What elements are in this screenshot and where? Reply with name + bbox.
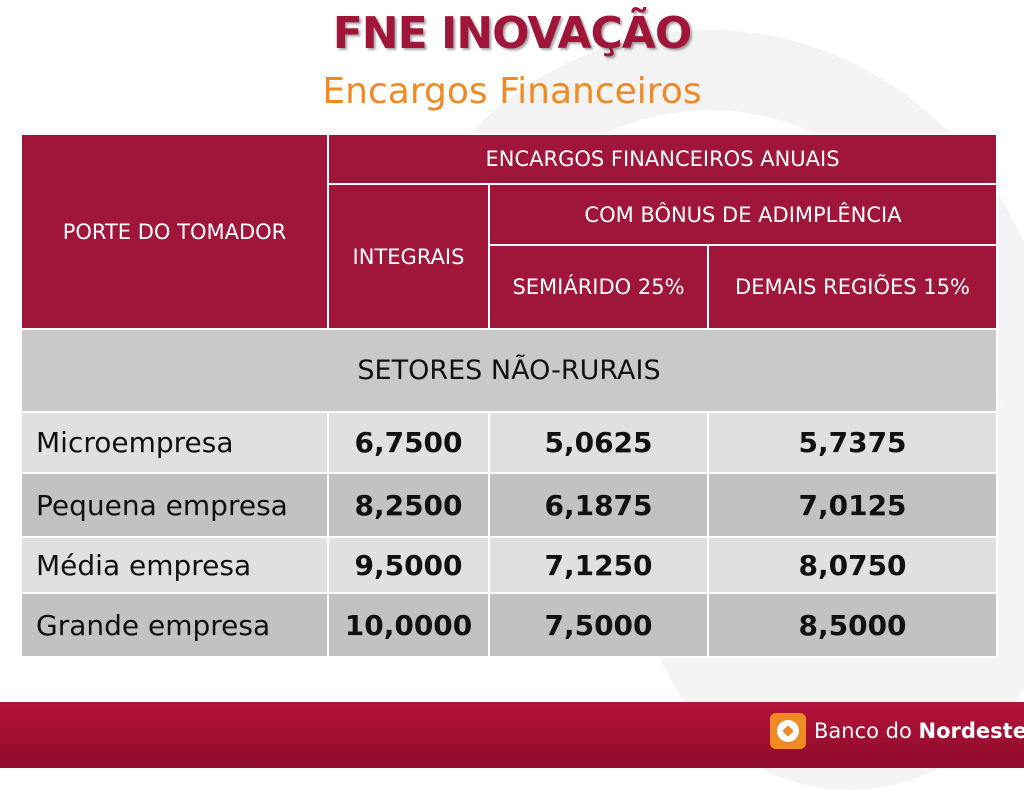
cell-semiarido: 5,0625 [488,411,709,474]
cell-demais: 8,5000 [706,592,999,658]
cell-integrais: 10,0000 [327,592,490,658]
cell-integrais: 6,7500 [327,411,490,474]
table-row: Grande empresa 10,0000 7,5000 8,5000 [20,592,999,658]
header-demais: DEMAIS REGIÕES 15% [706,244,999,330]
header-integrais: INTEGRAIS [327,183,490,330]
cell-integrais: 8,2500 [327,472,490,538]
footer-bar [0,702,1024,768]
banco-do-nordeste-logo: Banco do Nordeste [770,708,1024,754]
header-semiarido: SEMIÁRIDO 25% [488,244,709,330]
header-bonus: COM BÔNUS DE ADIMPLÊNCIA [487,183,999,246]
slide-title: FNE INOVAÇÃO [332,8,693,59]
row-label: Média empresa [20,536,329,594]
row-label: Microempresa [20,411,329,474]
header-encargos: ENCARGOS FINANCEIROS ANUAIS [326,133,999,185]
encargos-table: PORTE DO TOMADOR ENCARGOS FINANCEIROS AN… [19,133,999,658]
cell-semiarido: 7,1250 [488,536,709,594]
cell-integrais: 9,5000 [327,536,490,594]
cell-demais: 8,0750 [706,536,999,594]
logo-text: Banco do Nordeste [814,719,1024,743]
row-label: Pequena empresa [20,472,329,538]
logo-text-bold: Nordeste [918,719,1024,743]
cell-demais: 7,0125 [706,472,999,538]
table-row: Pequena empresa 8,2500 6,1875 7,0125 [20,472,999,538]
cell-demais: 5,7375 [706,411,999,474]
cell-semiarido: 7,5000 [488,592,709,658]
banco-do-nordeste-logo-icon [770,713,806,749]
logo-text-regular: Banco do [814,719,919,743]
header-porte: PORTE DO TOMADOR [20,133,329,330]
row-label: Grande empresa [20,592,329,658]
table-row: Média empresa 9,5000 7,1250 8,0750 [20,536,999,594]
cell-semiarido: 6,1875 [488,472,709,538]
table-row: Microempresa 6,7500 5,0625 5,7375 [20,411,999,474]
slide-subtitle: Encargos Financeiros [322,71,702,112]
section-setores-nao-rurais: SETORES NÃO-RURAIS [19,328,999,413]
